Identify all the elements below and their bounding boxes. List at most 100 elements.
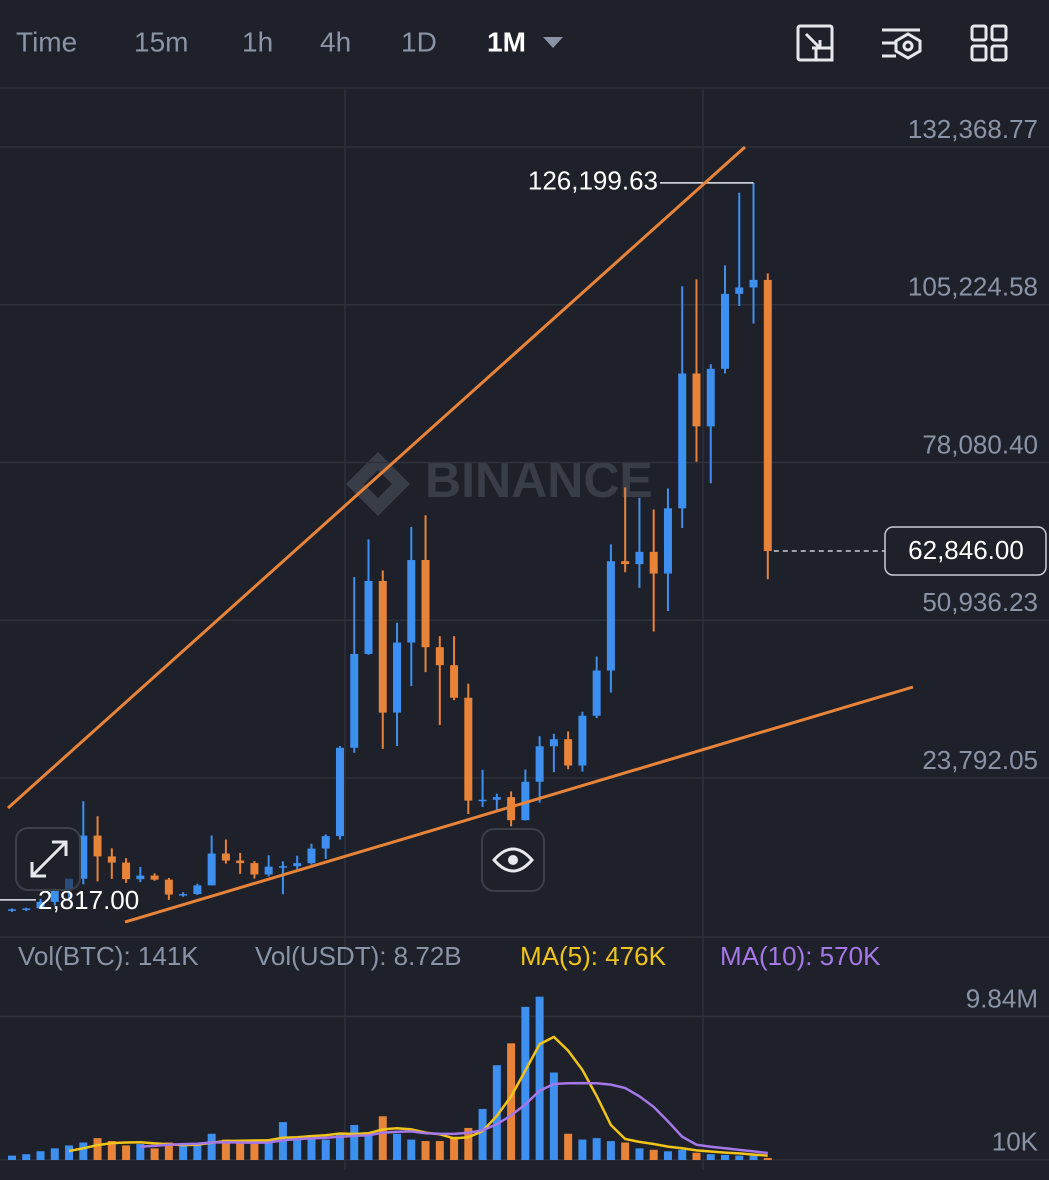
- candle-body: [22, 908, 31, 910]
- last-price-label: 62,846.00: [908, 535, 1024, 565]
- volume-bar: [164, 1142, 173, 1160]
- y-tick-label: 132,368.77: [908, 114, 1038, 144]
- volume-legend-entry: MA(5): 476K: [520, 941, 667, 971]
- fullscreen-icon[interactable]: [796, 24, 834, 62]
- candle-body: [150, 875, 159, 880]
- volume-bar: [65, 1145, 74, 1160]
- candle-body: [592, 670, 601, 716]
- candle-body: [307, 848, 316, 864]
- volume-bar: [150, 1148, 159, 1160]
- candle-body: [221, 853, 230, 861]
- volume-bar: [36, 1151, 45, 1160]
- candle-body: [8, 909, 16, 911]
- volume-bar: [435, 1141, 444, 1160]
- volume-bar: [221, 1139, 230, 1160]
- candle-body: [564, 739, 573, 766]
- candle-body: [378, 580, 387, 713]
- volume-bar: [735, 1155, 744, 1160]
- candle-body: [250, 863, 259, 875]
- volume-bar: [564, 1133, 573, 1160]
- timeframe-tab[interactable]: Time: [16, 26, 77, 57]
- timeframe-tab[interactable]: 15m: [134, 26, 188, 57]
- volume-bar: [350, 1125, 359, 1160]
- volume-bar: [621, 1142, 630, 1160]
- candle-body: [179, 894, 188, 896]
- volume-bar: [79, 1142, 88, 1160]
- volume-legend-entry: MA(10): 570K: [720, 941, 881, 971]
- volume-bar: [578, 1139, 587, 1160]
- volume-bar: [107, 1141, 116, 1160]
- candle-body: [236, 860, 245, 864]
- volume-bar: [307, 1135, 316, 1160]
- y-tick-label: 10K: [992, 1127, 1039, 1157]
- volume-bar: [407, 1139, 416, 1160]
- volume-bar: [663, 1151, 672, 1160]
- dropdown-caret[interactable]: [543, 37, 563, 48]
- candle-body: [621, 561, 630, 565]
- candle-body: [264, 866, 273, 875]
- candle-body: [663, 508, 672, 574]
- settings-icon[interactable]: [882, 28, 922, 60]
- watermark: BINANCE: [346, 452, 653, 516]
- candle-body: [278, 866, 287, 868]
- candle-body: [721, 293, 729, 369]
- volume-bar: [492, 1065, 501, 1160]
- volume-bar: [478, 1108, 487, 1160]
- candle-body: [649, 551, 658, 574]
- candle-body: [79, 835, 88, 879]
- candle-body: [507, 797, 516, 821]
- volume-bar: [364, 1132, 373, 1160]
- timeframe-tab-active[interactable]: 1M: [487, 26, 526, 57]
- candle-body: [464, 697, 473, 801]
- layout-icon[interactable]: [970, 24, 1008, 62]
- volume-bar: [450, 1136, 459, 1160]
- candle-body: [193, 885, 202, 895]
- volume-bar: [464, 1127, 473, 1160]
- candle-body: [207, 853, 216, 886]
- volume-bar: [749, 1155, 758, 1160]
- candle-body: [421, 560, 430, 648]
- timeframe-tab[interactable]: 1h: [242, 26, 273, 57]
- volume-bar: [535, 996, 544, 1160]
- volume-bar: [706, 1154, 715, 1160]
- volume-bar: [207, 1133, 216, 1160]
- visibility-button[interactable]: [481, 828, 545, 892]
- candle-body: [450, 665, 459, 698]
- expand-button[interactable]: [15, 827, 81, 891]
- timeframe-tab[interactable]: 4h: [320, 26, 351, 57]
- volume-bar: [763, 1157, 772, 1160]
- volume-bar: [421, 1141, 430, 1160]
- volume-bar: [649, 1149, 658, 1160]
- volume-bar: [321, 1139, 330, 1160]
- volume-bar: [606, 1141, 615, 1160]
- volume-bar: [592, 1138, 601, 1160]
- volume-bar: [378, 1116, 387, 1160]
- candle-body: [692, 373, 701, 427]
- candle-body: [521, 781, 530, 821]
- candle-body: [407, 560, 416, 643]
- candle-body: [492, 797, 501, 800]
- volume-bar: [236, 1141, 245, 1160]
- candle-body: [321, 836, 330, 849]
- toolbar-icons: [796, 24, 1008, 62]
- candle-body: [122, 862, 131, 880]
- trend-line: [124, 685, 914, 924]
- timeframe-tab[interactable]: 1D: [401, 26, 437, 57]
- candle-body: [478, 799, 487, 802]
- volume-bar: [93, 1138, 102, 1160]
- volume-bar: [393, 1133, 402, 1160]
- y-tick-label: 105,224.58: [908, 272, 1038, 302]
- volume-bar: [50, 1148, 59, 1160]
- candle-body: [435, 647, 444, 666]
- candle-body: [335, 747, 344, 837]
- volume-bar: [22, 1154, 31, 1160]
- volume-bar: [521, 1006, 530, 1160]
- candle-body: [678, 373, 687, 509]
- volume-bar: [692, 1152, 701, 1160]
- volume-bar: [264, 1142, 273, 1160]
- volume-legend-entry: Vol(USDT): 8.72B: [255, 941, 462, 971]
- candle-body: [393, 642, 402, 713]
